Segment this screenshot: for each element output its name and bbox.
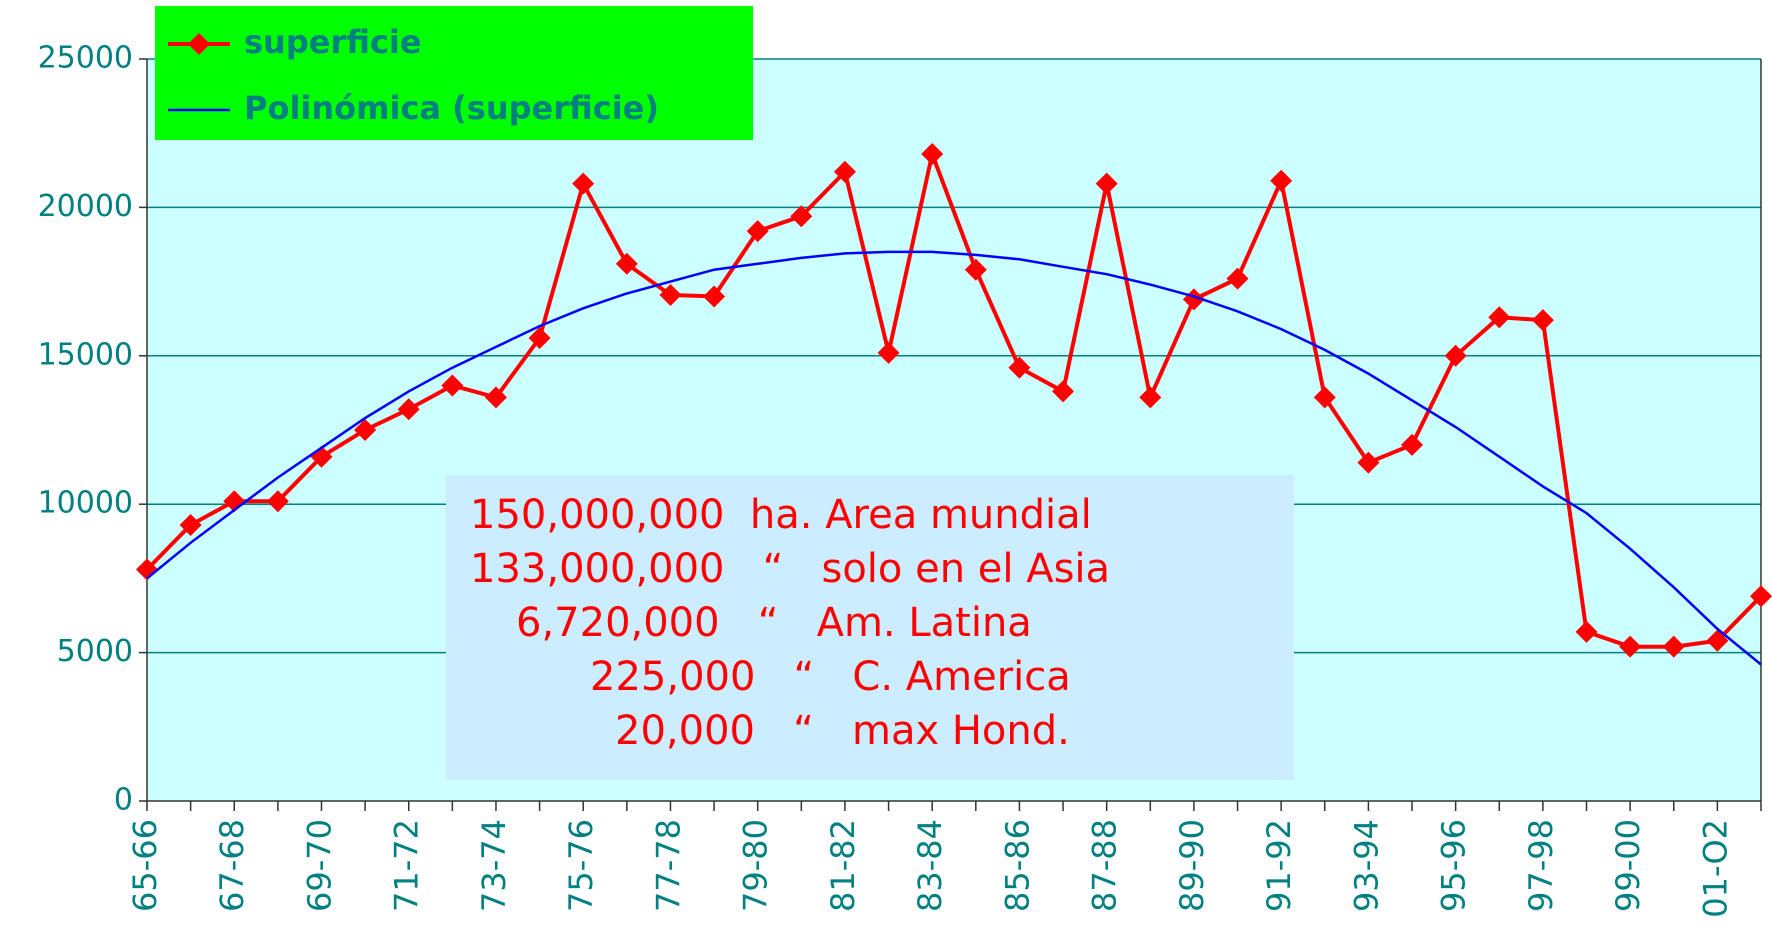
x-tick-label: 89-90	[1173, 819, 1211, 912]
y-tick-label: 5000	[57, 634, 133, 669]
x-tick-label: 81-82	[824, 819, 862, 912]
data-point	[484, 386, 507, 409]
x-tick-label: 67-68	[213, 819, 251, 912]
data-point	[572, 172, 595, 195]
data-point	[266, 490, 289, 513]
data-point	[354, 419, 377, 441]
x-tick-label: 79-80	[737, 819, 775, 912]
annotation: 6,720,000 “ Am. Latina	[516, 600, 1032, 646]
x-tick-label: 65-66	[126, 819, 164, 912]
data-point	[179, 513, 202, 536]
x-tick-label: 97-98	[1522, 819, 1560, 912]
data-point	[703, 285, 726, 308]
data-point	[1575, 620, 1598, 643]
data-point	[659, 283, 682, 306]
data-point	[1706, 629, 1729, 652]
legend-label: Polinómica (superficie)	[244, 89, 659, 127]
y-tick-label: 25000	[38, 41, 133, 76]
data-point	[1313, 386, 1336, 409]
annotation: 133,000,000 “ solo en el Asia	[470, 546, 1110, 592]
x-tick-label: 99-00	[1609, 819, 1647, 912]
data-point	[441, 374, 464, 397]
data-point	[1139, 386, 1162, 409]
data-point	[1662, 635, 1685, 658]
x-tick-label: 69-70	[300, 819, 338, 912]
x-tick-label: 93-94	[1347, 819, 1385, 912]
data-point	[1052, 380, 1075, 403]
series-line	[146, 250, 1762, 666]
data-point	[790, 205, 813, 228]
data-point	[1750, 585, 1772, 608]
annotation: 150,000,000 ha. Area mundial	[470, 492, 1092, 538]
annotation: 20,000 “ max Hond.	[615, 708, 1070, 754]
x-tick-label: 83-84	[911, 819, 949, 912]
data-point	[964, 258, 987, 281]
x-tick-label: 01-O2	[1696, 819, 1734, 918]
data-point	[921, 142, 944, 165]
data-point	[1095, 172, 1118, 195]
data-point	[1401, 433, 1424, 456]
data-point	[397, 398, 420, 421]
series-line	[145, 146, 1763, 649]
legend-marker	[188, 33, 210, 55]
data-point	[1008, 356, 1031, 379]
x-tick-label: 71-72	[388, 819, 426, 912]
y-tick-label: 15000	[38, 337, 133, 372]
legend-label: superficie	[244, 23, 422, 61]
annotation-box	[446, 475, 1294, 780]
data-point	[1270, 169, 1293, 192]
y-tick-label: 10000	[38, 486, 133, 521]
data-point	[1488, 306, 1511, 329]
data-point	[833, 160, 856, 183]
legend-box	[155, 6, 753, 140]
x-tick-label: 73-74	[475, 819, 513, 912]
x-tick-label: 91-92	[1260, 819, 1298, 912]
data-point	[1531, 309, 1554, 332]
data-point	[615, 252, 638, 275]
x-tick-label: 95-96	[1435, 819, 1473, 912]
annotation: 225,000 “ C. America	[590, 654, 1071, 700]
y-tick-label: 20000	[38, 189, 133, 224]
data-point	[1226, 267, 1249, 290]
x-tick-label: 87-88	[1086, 819, 1124, 912]
x-tick-label: 77-78	[649, 819, 687, 912]
data-point	[1357, 451, 1380, 474]
x-tick-label: 75-76	[562, 819, 600, 912]
data-point	[1444, 344, 1467, 367]
x-tick-label: 85-86	[998, 819, 1036, 912]
data-point	[746, 220, 769, 243]
y-tick-label: 0	[114, 783, 133, 818]
data-point	[1619, 635, 1642, 658]
data-point	[877, 341, 900, 364]
data-point	[528, 326, 551, 349]
